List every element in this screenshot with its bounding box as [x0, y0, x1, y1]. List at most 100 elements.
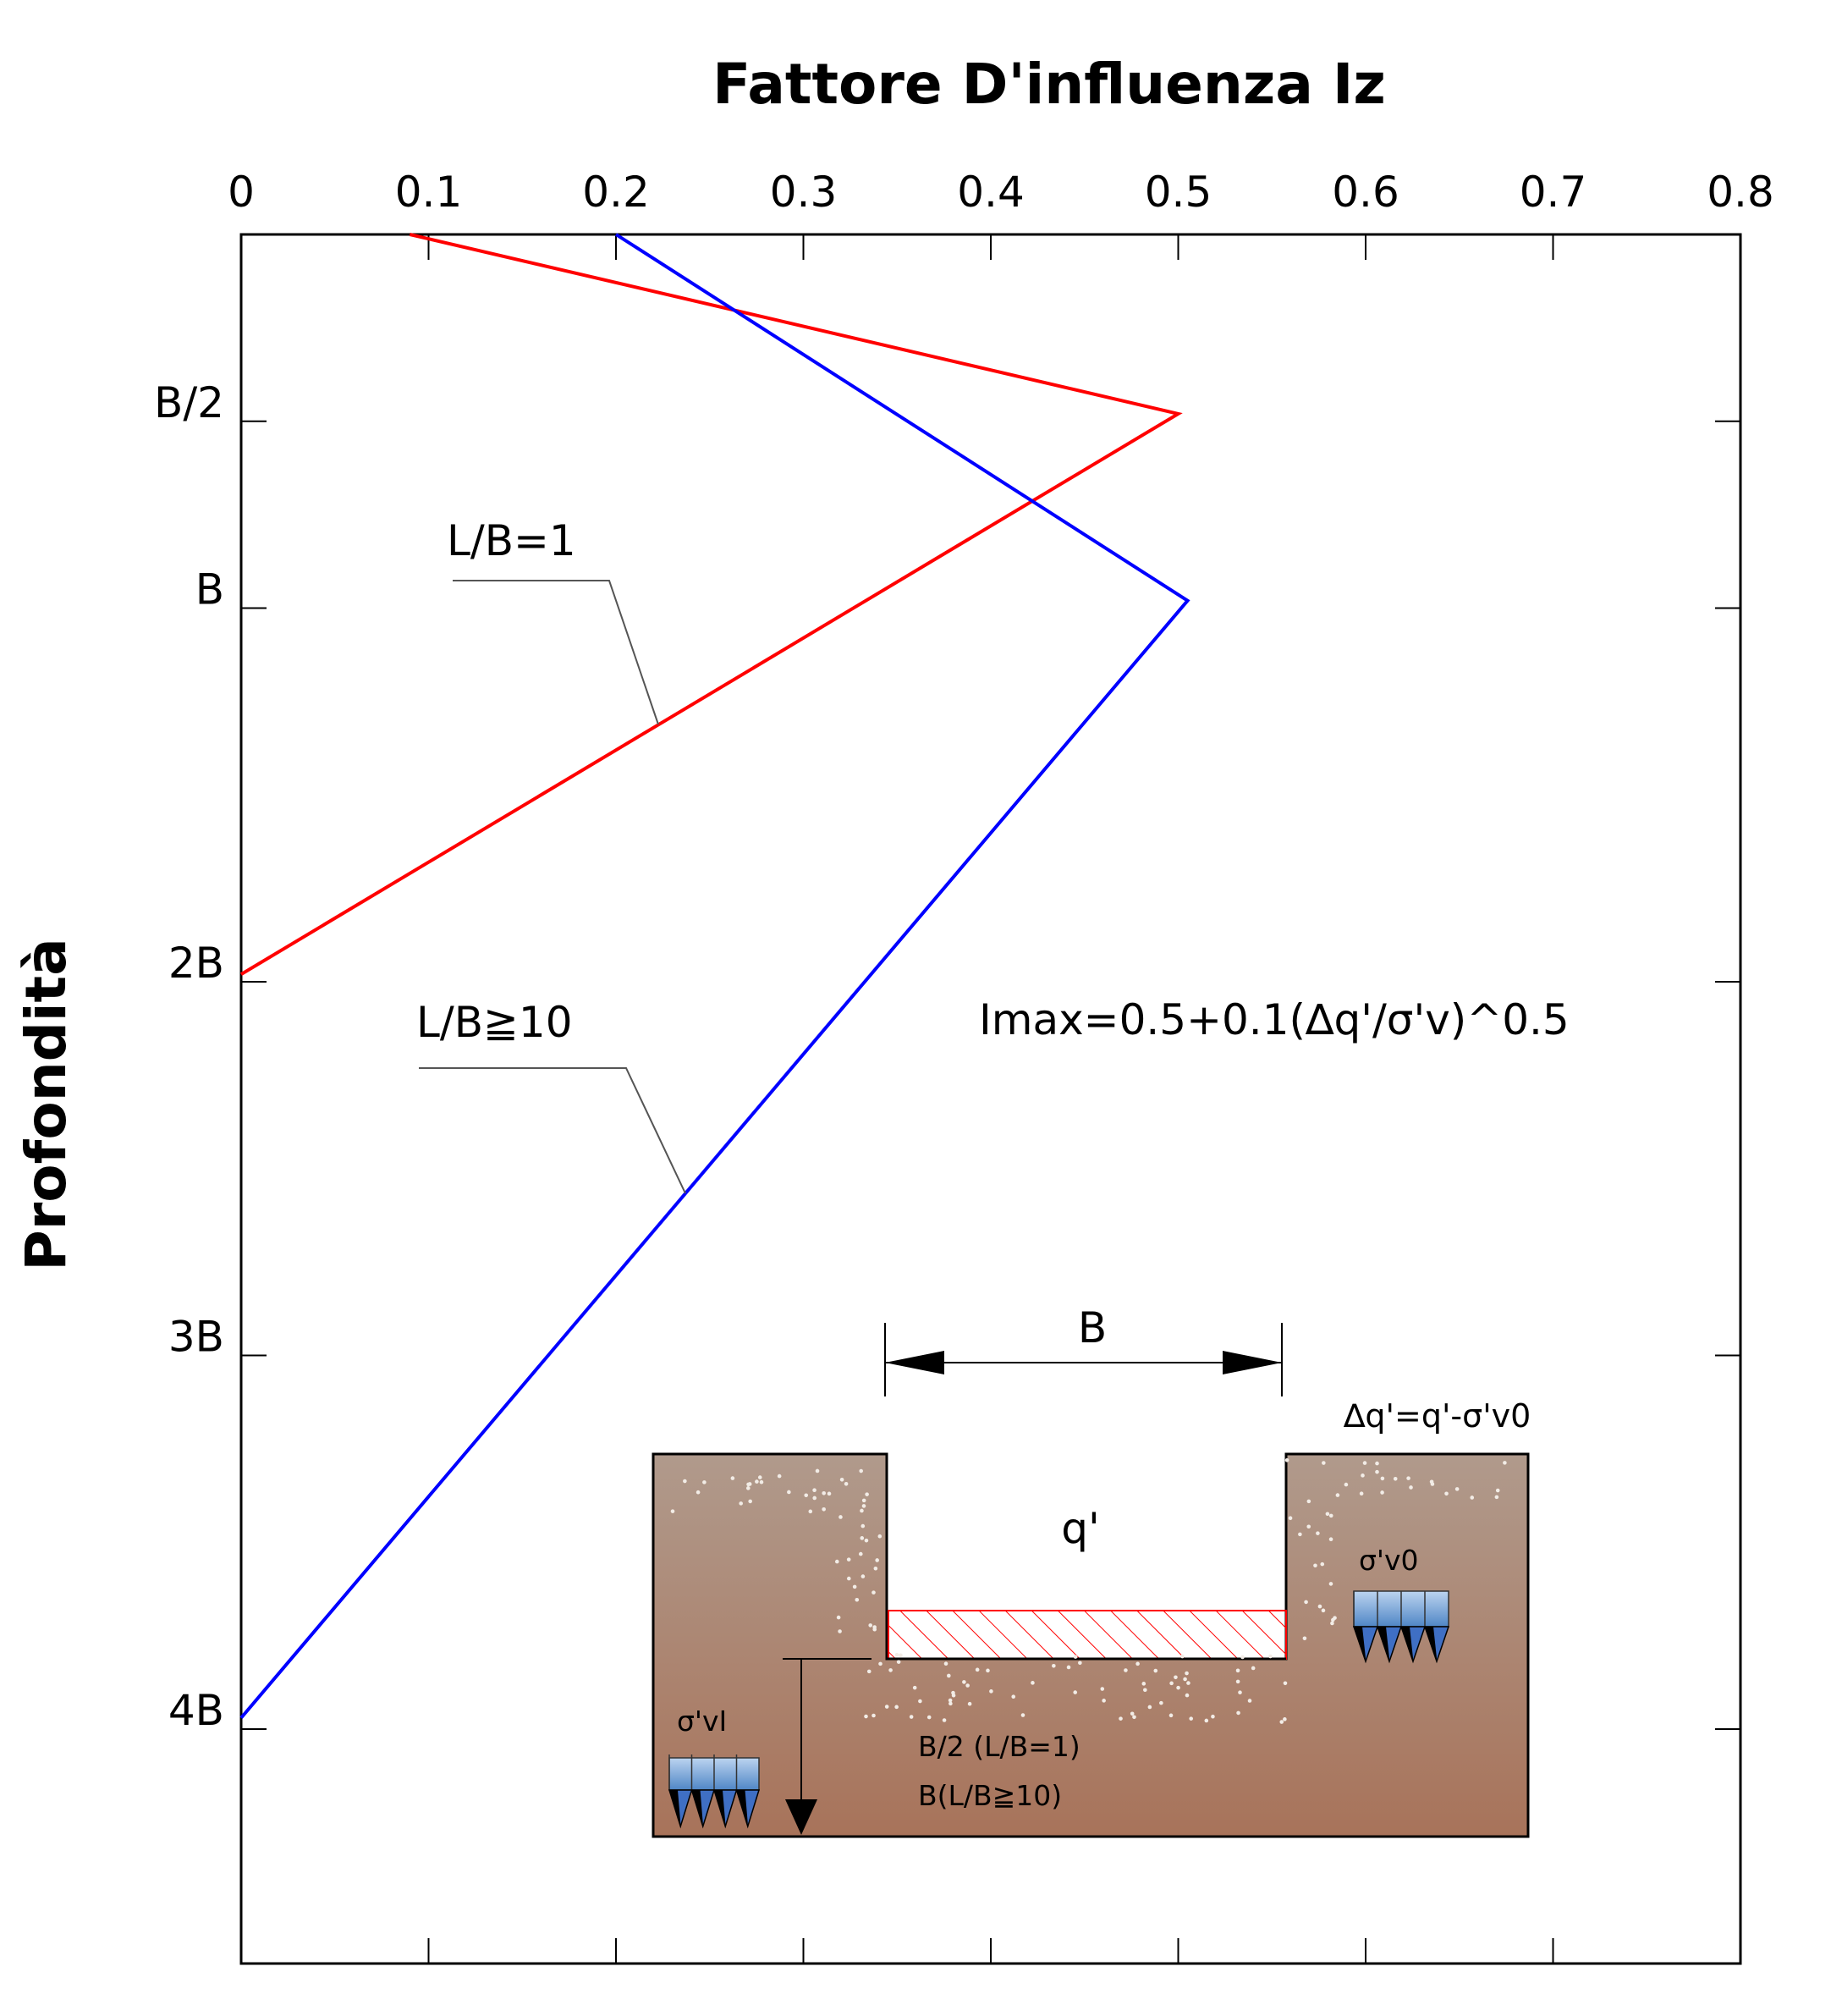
sand-dot — [1313, 1563, 1317, 1568]
sand-dot — [787, 1490, 791, 1495]
sand-dot — [1204, 1718, 1209, 1723]
sigma-vi-arrows — [668, 1754, 761, 1829]
sand-dot — [839, 1515, 843, 1519]
sand-dot — [1183, 1677, 1187, 1682]
sand-dot — [746, 1482, 751, 1487]
sand-dot — [1235, 1668, 1240, 1673]
sand-dot — [942, 1718, 947, 1722]
y-axis-ticks: B/2 B 2B 3B 4B — [154, 378, 1740, 1735]
footing-hatch — [888, 1610, 1287, 1660]
sand-dot — [1235, 1679, 1240, 1684]
sand-dot — [1052, 1663, 1056, 1668]
sand-dot — [1322, 1461, 1326, 1465]
sand-dot — [1185, 1693, 1190, 1698]
sand-dot — [846, 1557, 851, 1562]
sand-dot — [1153, 1668, 1158, 1673]
depth-label-lb10: B(L/B≧10) — [918, 1779, 1062, 1812]
sand-dot — [860, 1508, 864, 1513]
sand-dot — [1325, 1512, 1330, 1517]
sand-dot — [1375, 1469, 1379, 1474]
load-arrow-edge — [1354, 1627, 1366, 1661]
load-arrow-edge — [1425, 1627, 1437, 1661]
sand-dot — [1020, 1713, 1025, 1717]
sand-dot — [1409, 1485, 1413, 1490]
foundation-schematic: B q' ∆q'=q'-σ'v0 σ'v0 σ'vI B/2 (L/B=1) B… — [652, 1303, 1531, 1838]
sand-dot — [975, 1667, 980, 1672]
depth-label-lb1: B/2 (L/B=1) — [918, 1730, 1080, 1763]
sand-dot — [1430, 1482, 1435, 1486]
x-tick-label: 0.2 — [582, 168, 650, 217]
x-axis-ticks: 0 0.1 0.2 0.3 0.4 0.5 0.6 0.7 0.8 — [228, 168, 1774, 1964]
sand-dot — [1176, 1685, 1180, 1690]
sand-dot — [730, 1476, 735, 1480]
sand-dot — [1169, 1681, 1174, 1686]
series-line-0 — [239, 233, 1183, 976]
sand-dot — [865, 1492, 869, 1496]
sand-dot — [878, 1661, 883, 1666]
soil-body — [652, 1452, 1530, 1838]
sand-dot — [745, 1486, 751, 1490]
sand-dot — [1073, 1690, 1078, 1694]
sand-dot — [962, 1680, 966, 1684]
sand-dot — [815, 1468, 820, 1473]
q-prime-label: q' — [1061, 1504, 1099, 1553]
sand-dot — [1159, 1700, 1163, 1705]
sand-dot — [1330, 1621, 1334, 1626]
sand-dot — [1306, 1499, 1311, 1504]
sand-dot — [1454, 1487, 1460, 1491]
series-line-1 — [239, 233, 1190, 1720]
y-tick-label: B — [195, 565, 224, 614]
leader-line-lb1 — [453, 580, 659, 725]
sand-dot — [1211, 1714, 1215, 1719]
sand-dot — [926, 1715, 932, 1720]
sand-dot — [812, 1488, 817, 1493]
x-tick-label: 0.8 — [1707, 168, 1774, 217]
sand-dot — [1185, 1671, 1189, 1676]
sand-dot — [948, 1698, 953, 1703]
sand-dots — [670, 1457, 1507, 1724]
sand-dot — [1189, 1716, 1194, 1721]
sand-dot — [1328, 1582, 1333, 1586]
sand-dot — [1317, 1604, 1322, 1609]
sand-dot — [1236, 1710, 1240, 1716]
sand-dot — [1180, 1654, 1185, 1659]
sand-dot — [965, 1683, 970, 1688]
sand-dot — [1078, 1661, 1082, 1666]
sand-dot — [861, 1523, 866, 1529]
sand-dot — [888, 1668, 893, 1672]
x-tick-label: 0.4 — [957, 168, 1025, 217]
load-arrow-edge — [691, 1790, 703, 1826]
sand-dot — [1168, 1713, 1174, 1718]
sand-dot — [864, 1538, 869, 1543]
y-tick-label: 4B — [168, 1686, 224, 1735]
sand-dot — [943, 1661, 948, 1666]
x-tick-label: 0 — [228, 168, 255, 217]
sand-dot — [1251, 1666, 1256, 1671]
sand-dot — [860, 1536, 865, 1540]
load-arrow-edge — [1377, 1627, 1389, 1661]
sand-dot — [861, 1498, 866, 1503]
sand-dot — [702, 1480, 707, 1484]
sand-dot — [884, 1705, 889, 1709]
sand-dot — [1288, 1516, 1293, 1521]
sand-dot — [852, 1584, 857, 1589]
sand-dot — [1361, 1473, 1365, 1478]
sand-dot — [896, 1660, 901, 1664]
width-label-b: B — [1078, 1303, 1107, 1352]
sand-dot — [777, 1473, 782, 1479]
sand-dot — [1320, 1562, 1325, 1567]
sand-dot — [1100, 1687, 1105, 1691]
sand-dot — [967, 1701, 972, 1706]
sand-dot — [670, 1509, 675, 1513]
sand-dot — [1283, 1717, 1287, 1721]
sand-dot — [868, 1623, 873, 1628]
sand-dot — [1321, 1608, 1326, 1613]
sand-dot — [951, 1693, 956, 1698]
sand-dot — [858, 1551, 863, 1556]
sand-dot — [1494, 1495, 1499, 1500]
sand-dot — [864, 1714, 868, 1719]
sand-dot — [739, 1501, 743, 1506]
sand-dot — [1174, 1675, 1178, 1680]
sand-dot — [1238, 1690, 1242, 1695]
sand-dot — [861, 1504, 866, 1508]
